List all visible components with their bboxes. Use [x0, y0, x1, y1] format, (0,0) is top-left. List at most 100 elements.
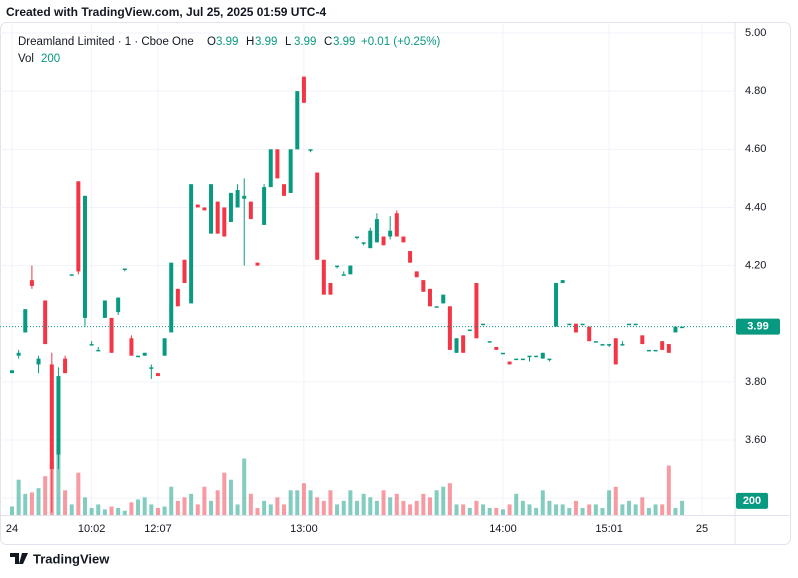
- candle-body: [467, 329, 472, 332]
- volume-legend-value: 200: [41, 53, 60, 65]
- candle-body: [474, 283, 479, 339]
- volume-bar: [487, 507, 492, 515]
- volume-bar: [653, 504, 658, 515]
- candle-body: [587, 326, 592, 342]
- candle-body: [295, 91, 300, 150]
- volume-bar: [29, 492, 34, 515]
- header: Created with TradingView.com, Jul 25, 20…: [6, 5, 326, 19]
- candle-body: [441, 294, 446, 304]
- x-tick-label: 10:02: [78, 523, 106, 535]
- candle-body: [355, 236, 359, 239]
- y-tick-label: 4.20: [745, 259, 766, 271]
- candle-body: [500, 352, 505, 355]
- volume-bar: [520, 500, 525, 515]
- volume-bar: [209, 500, 214, 515]
- candle-body: [136, 355, 141, 358]
- candle-body: [573, 323, 578, 333]
- volume-bar: [547, 500, 552, 515]
- legend-key: C: [324, 36, 332, 48]
- volume-bar: [275, 497, 280, 515]
- candle-body: [653, 349, 658, 352]
- candle-body: [63, 358, 68, 374]
- volume-bar: [573, 500, 578, 515]
- x-tick-label: 12:07: [144, 523, 172, 535]
- candle-body: [301, 76, 306, 103]
- symbol-title: Dreamland Limited · 1 · Cboe One: [18, 36, 194, 48]
- candle-body: [481, 323, 486, 326]
- legend-value: 3.99: [333, 36, 355, 48]
- legend-value: 3.99: [255, 36, 277, 48]
- volume-bar: [328, 490, 333, 515]
- volume-bar: [414, 500, 419, 515]
- grid: [0, 22, 735, 515]
- volume-bar: [434, 490, 439, 515]
- volume-bar: [242, 458, 247, 515]
- legend-key: L: [285, 36, 292, 48]
- candle-body: [175, 288, 180, 307]
- volume-bar: [142, 497, 147, 515]
- candle-body: [195, 204, 200, 208]
- candle-body: [222, 207, 227, 237]
- x-tick-label: 13:00: [290, 523, 318, 535]
- volume-bar: [82, 497, 87, 515]
- volume-bar: [189, 493, 194, 515]
- candle-body: [374, 219, 379, 243]
- volume-bar: [554, 504, 559, 515]
- candle-body: [109, 317, 114, 353]
- volume-bar: [348, 490, 353, 515]
- candle-body: [23, 309, 28, 333]
- volume-bar: [76, 472, 81, 515]
- volume-bar: [540, 490, 545, 515]
- volume-bar: [447, 483, 452, 515]
- candle-body: [169, 262, 174, 333]
- x-tick-label: 24: [6, 523, 18, 535]
- candle-body: [401, 236, 406, 243]
- y-tick-label: 3.60: [745, 434, 766, 446]
- volume-bar: [580, 507, 585, 515]
- legend-value: 3.99: [294, 36, 316, 48]
- candle-body: [129, 338, 134, 356]
- last-volume-label: 200: [743, 495, 761, 507]
- candle-body: [321, 259, 326, 295]
- candle-body: [36, 358, 41, 365]
- volume-bar: [262, 500, 267, 515]
- candle-body: [381, 236, 386, 246]
- candle-body: [680, 326, 685, 329]
- volume-bar: [295, 490, 300, 515]
- axes: 3.403.603.804.004.204.404.604.805.002410…: [6, 27, 780, 535]
- x-tick-label: 25: [696, 523, 708, 535]
- volume-bar: [129, 502, 134, 515]
- volume-bar: [421, 493, 426, 515]
- y-tick-label: 4.40: [745, 201, 766, 213]
- volume-bar: [388, 497, 393, 515]
- candle-body: [427, 288, 432, 307]
- candle-body: [421, 280, 426, 292]
- candle-body: [282, 184, 287, 196]
- volume-bar: [567, 507, 572, 515]
- footer: TradingView: [10, 551, 110, 566]
- candle-body: [89, 344, 94, 346]
- candle-body: [660, 341, 665, 350]
- volume-bar: [666, 465, 671, 515]
- candle-body: [434, 306, 439, 308]
- candle-body: [593, 341, 598, 343]
- candle-body: [494, 346, 499, 350]
- candle-body: [268, 149, 273, 188]
- candle-body: [560, 280, 565, 284]
- volume-bar: [494, 507, 499, 515]
- volume-bar: [222, 472, 227, 515]
- candle-body: [633, 323, 638, 326]
- candle-body: [447, 306, 452, 350]
- legend-key: O: [207, 36, 216, 48]
- volume-bar: [56, 451, 61, 515]
- candle-body: [102, 300, 107, 318]
- candle-body: [388, 230, 393, 237]
- candle-body: [116, 297, 121, 313]
- volume-bar: [63, 490, 68, 515]
- volume-bar: [268, 504, 273, 515]
- y-tick-label: 4.60: [745, 143, 766, 155]
- volume-bar: [408, 504, 413, 515]
- candle-body: [414, 271, 419, 278]
- volume-bar: [646, 507, 651, 515]
